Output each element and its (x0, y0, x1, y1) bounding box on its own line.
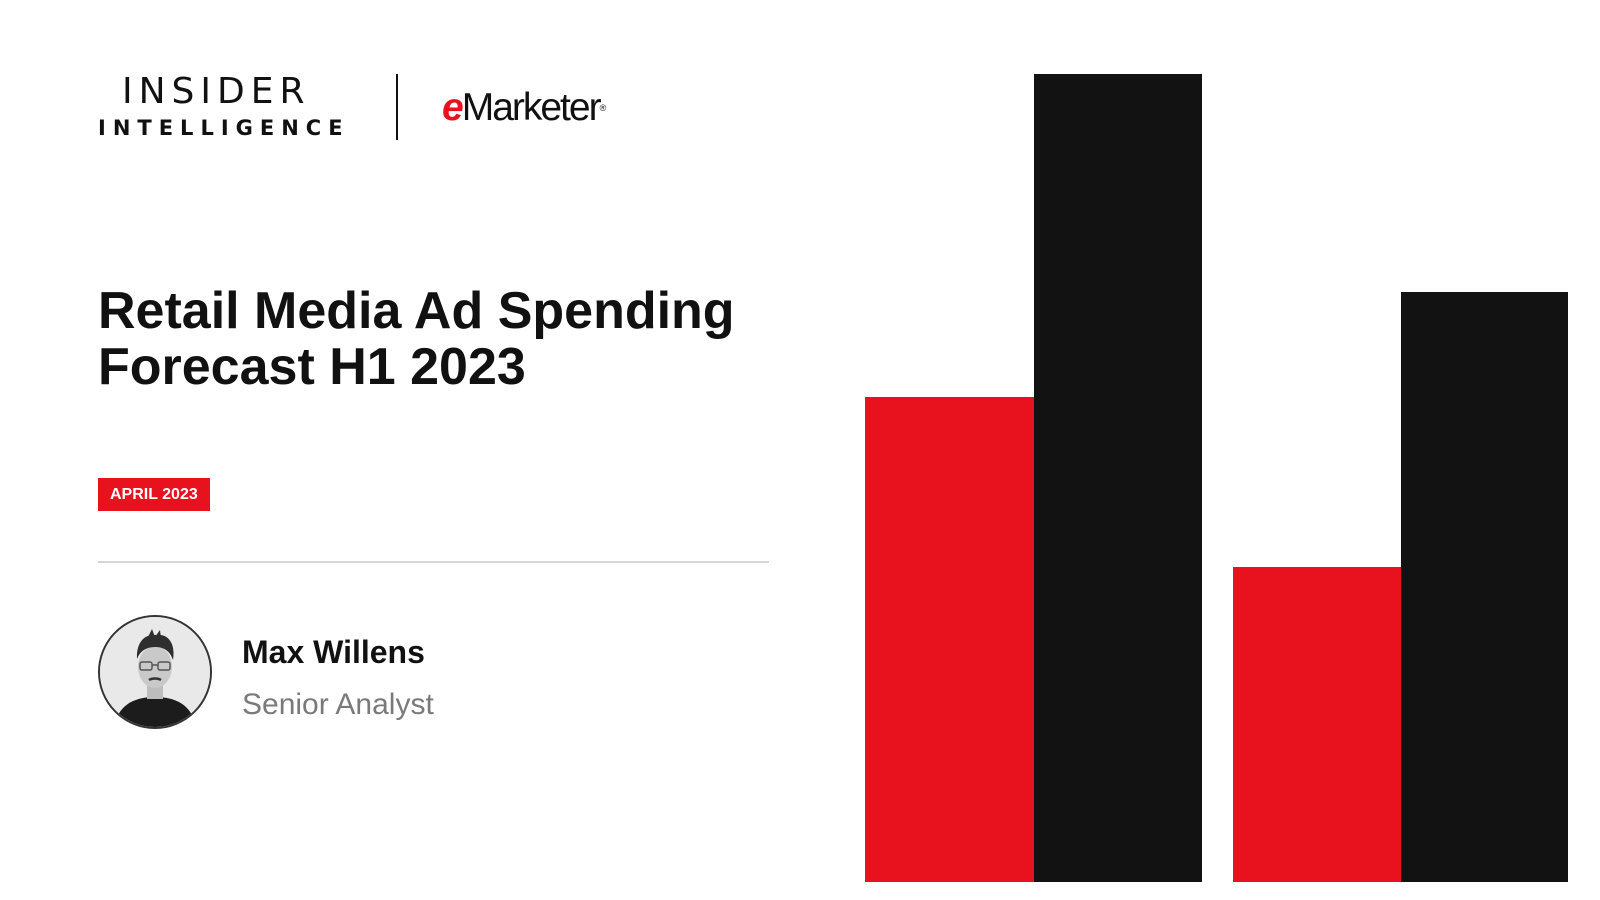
emarketer-logo: eMarketer® (442, 86, 606, 130)
emarketer-logo-text: Marketer (461, 86, 602, 129)
logo-intelligence-text: INTELLIGENCE (98, 116, 350, 140)
registered-mark: ® (599, 103, 607, 113)
logo-insider-text: INSIDER (122, 71, 311, 112)
author-photo (100, 617, 210, 727)
author-avatar (98, 615, 212, 729)
date-badge: APRIL 2023 (98, 478, 210, 511)
report-title: Retail Media Ad Spending Forecast H1 202… (98, 283, 798, 395)
report-title-line-2: Forecast H1 2023 (98, 338, 526, 396)
decorative-bar-3 (1233, 567, 1401, 882)
section-divider (98, 561, 769, 563)
decorative-bar-1 (865, 397, 1034, 882)
author-role: Senior Analyst (242, 688, 434, 721)
emarketer-logo-e: e (442, 86, 464, 129)
logo-divider (396, 74, 398, 140)
author-name: Max Willens (242, 634, 425, 670)
report-title-line-1: Retail Media Ad Spending (98, 282, 735, 340)
decorative-bar-4 (1401, 292, 1568, 882)
decorative-bar-2 (1034, 74, 1202, 882)
